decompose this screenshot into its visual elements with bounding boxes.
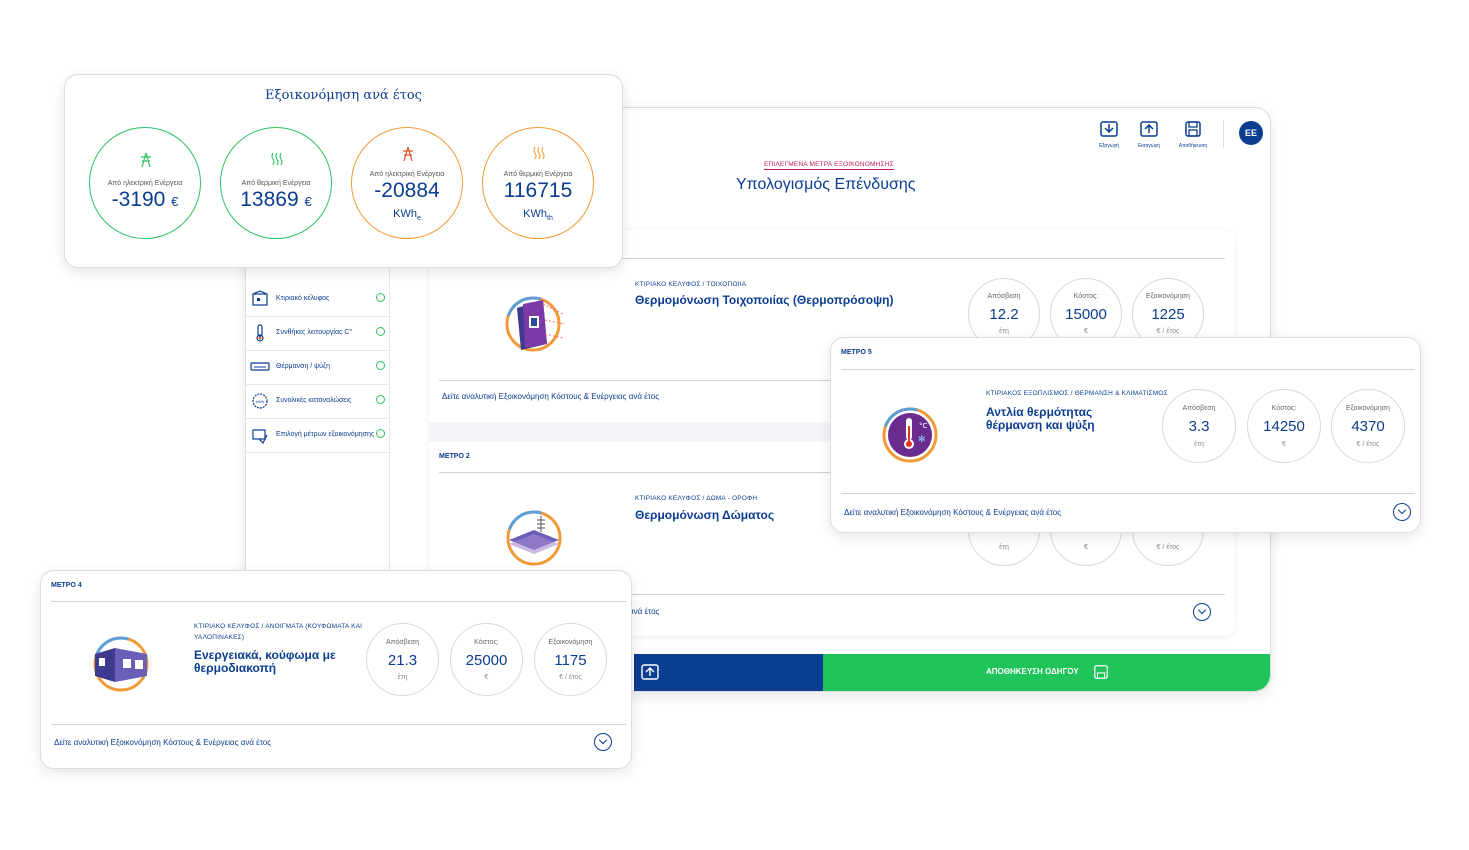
import-button[interactable]: Εισαγωγή <box>1136 120 1162 150</box>
sidebar-item-select-measures[interactable]: Επιλογή μέτρων εξοικονόμησης <box>246 419 388 453</box>
page-title: Υπολογισμός Επένδυσης <box>736 176 916 193</box>
measure-5-title-line-2: θέρμανση και ψύξη <box>986 418 1095 432</box>
import-label: Εισαγωγή <box>1137 143 1161 149</box>
measure-5-title-line-1: Αντλία θερμότητας <box>986 405 1093 419</box>
measure-5-savings: Εξοικονόμηση 4370 € / έτος <box>1331 389 1405 463</box>
savings-thermal-kwh: Από θερμική Ενέργεια 116715 KWhth <box>482 127 594 239</box>
divider <box>439 258 1225 259</box>
svg-text:°C: °C <box>919 422 928 430</box>
measure-2-title: Θερμομόνωση Δώματος <box>635 508 775 522</box>
measure-4-cost: Κόστος: 25000 € <box>450 623 523 696</box>
measure-2-detail-link[interactable]: ανά έτος <box>629 607 660 616</box>
measure-4-payback: Απόσβεση 21.3 έτη <box>366 623 439 696</box>
svg-text:✻: ✻ <box>918 435 926 445</box>
download-icon <box>1100 121 1118 137</box>
measure-2-breadcrumb: ΚΤΙΡΙΑΚΟ ΚΕΛΥΦΟΣ / ΔΩΜΑ - ΟΡΟΦΗ <box>635 495 758 502</box>
divider <box>439 594 1225 595</box>
savings-card: Εξοικονόμηση ανά έτος Από ηλεκτρική Ενέρ… <box>64 74 623 268</box>
sidebar-item-label: Θέρμανση / ψύξη <box>276 363 331 370</box>
power-tower-icon <box>141 152 151 168</box>
air-conditioner-icon <box>250 362 270 371</box>
measure-4-label: ΜΕΤΡΟ 4 <box>51 582 82 589</box>
upload-icon <box>641 664 659 680</box>
sidebar-item-operating-conditions[interactable]: Συνθήκες λειτουργίας C° <box>246 317 388 351</box>
chevron-down-icon[interactable] <box>594 733 612 751</box>
measure-1-payback: Απόσβεση 12.2 έτη <box>968 278 1040 350</box>
measure-5-label: ΜΕΤΡΟ 5 <box>841 349 872 356</box>
sidebar-item-label: Κτιριακό κέλυφος <box>276 295 330 302</box>
check-icon <box>376 395 385 404</box>
sidebar-item-heating-cooling[interactable]: Θέρμανση / ψύξη <box>246 351 388 385</box>
power-tower-icon <box>403 146 413 162</box>
measure-4-title-line-2: θερμοδιακοπή <box>194 661 277 675</box>
divider <box>841 493 1415 494</box>
save-icon <box>1185 121 1201 137</box>
savings-electric-eur: Από ηλεκτρική Ενέργεια -3190 € <box>89 127 201 239</box>
measure-2-label: ΜΕΤΡΟ 2 <box>439 453 470 460</box>
export-button[interactable]: Εξαγωγή <box>1096 120 1122 150</box>
divider <box>841 369 1415 370</box>
measure-1-breadcrumb: ΚΤΙΡΙΑΚΟ ΚΕΛΥΦΟΣ / ΤΟΙΧΟΠΟΙΙΑ <box>635 281 747 288</box>
page-subtitle: ΕΠΙΛΕΓΜΕΝΑ ΜΕΤΡΑ ΕΞΟΙΚΟΝΟΜΗΣΗΣ <box>764 161 894 170</box>
save-icon <box>1094 665 1108 679</box>
heat-pump-icon: °C ✻ <box>882 407 938 463</box>
measure-1-detail-link[interactable]: Δείτε αναλυτική Εξοικονόμηση Κόστους & Ε… <box>442 392 660 401</box>
check-icon <box>376 293 385 302</box>
sidebar-item-label: Επιλογή μέτρων εξοικονόμησης <box>276 431 375 438</box>
measure-5-breadcrumb: ΚΤΙΡΙΑΚΟΣ ΕΞΟΠΛΙΣΜΟΣ / ΘΕΡΜΑΝΣΗ & ΚΛΙΜΑΤ… <box>986 390 1168 397</box>
thermometer-icon <box>256 324 264 342</box>
measure-4-title-line-1: Ενεργειακά, κούφωμα με <box>194 648 336 662</box>
svg-text:kWh: kWh <box>256 399 264 404</box>
measure-5-card: ΜΕΤΡΟ 5 °C ✻ ΚΤΙΡΙΑΚΟΣ ΕΞΟΠΛΙΣΜΟΣ / ΘΕΡΜ… <box>830 337 1421 533</box>
sidebar: Κτιριακό κέλυφος Συνθήκες λειτουργίας C°… <box>246 253 390 691</box>
export-label: Εξαγωγή <box>1098 143 1119 149</box>
wall-insulation-icon <box>505 296 566 352</box>
check-icon <box>376 361 385 370</box>
measure-4-card: ΜΕΤΡΟ 4 ΚΤΙΡΙΑΚΟ ΚΕΛΥΦΟΣ / ΑΝΟΙΓΜΑΤΑ (ΚΟ… <box>40 570 632 769</box>
measure-4-breadcrumb-line-1: ΚΤΙΡΙΑΚΟ ΚΕΛΥΦΟΣ / ΑΝΟΙΓΜΑΤΑ (ΚΟΥΦΩΜΑΤΑ … <box>194 623 363 630</box>
measure-1-title: Θερμομόνωση Τοιχοποιίας (Θερμοπρόσοψη) <box>635 293 894 307</box>
window-frames-icon <box>93 636 149 692</box>
measure-5-payback: Απόσβεση 3.3 έτη <box>1162 389 1236 463</box>
savings-thermal-eur: Από θερμική Ενέργεια 13869 € <box>220 127 332 239</box>
measure-4-breadcrumb-line-2: ΥΑΛΟΠΙΝΑΚΕΣ) <box>194 634 245 641</box>
divider <box>51 601 626 602</box>
measure-1-cost: Κόστος: 15000 € <box>1050 278 1122 350</box>
chevron-down-icon[interactable] <box>1393 503 1411 521</box>
kwh-meter-icon: kWh <box>252 393 268 409</box>
export-bottom-button[interactable] <box>634 654 823 691</box>
sidebar-item-building-envelope[interactable]: Κτιριακό κέλυφος <box>246 283 388 317</box>
upload-icon <box>1140 121 1158 137</box>
measure-5-detail-link[interactable]: Δείτε αναλυτική Εξοικονόμηση Κόστους & Ε… <box>844 508 1062 517</box>
save-button[interactable]: Αποθήκευση <box>1178 120 1208 150</box>
avatar[interactable]: EE <box>1239 121 1263 145</box>
measure-5-cost: Κόστος: 14250 € <box>1247 389 1321 463</box>
chevron-down-icon[interactable] <box>1193 603 1211 621</box>
roof-insulation-icon <box>506 510 562 566</box>
savings-title: Εξοικονόμηση ανά έτος <box>265 88 422 103</box>
check-icon <box>376 327 385 336</box>
heat-waves-icon <box>271 152 283 166</box>
building-icon <box>252 290 268 306</box>
measures-icon <box>252 429 268 445</box>
save-guide-label: ΑΠΟΘΗΚΕΥΣΗ ΟΔΗΓΟΥ <box>986 667 1079 676</box>
measure-4-savings: Εξοικονόμηση 1175 € / έτος <box>534 623 607 696</box>
save-guide-button[interactable]: ΑΠΟΘΗΚΕΥΣΗ ΟΔΗΓΟΥ <box>823 654 1270 691</box>
savings-electric-kwh: Από ηλεκτρική Ενέργεια -20884 KWhe <box>351 127 463 239</box>
sidebar-item-label: Συνολικές καταναλώσεις <box>276 397 352 404</box>
measure-4-detail-link[interactable]: Δείτε αναλυτική Εξοικονόμηση Κόστους & Ε… <box>54 738 272 747</box>
sidebar-item-label: Συνθήκες λειτουργίας C° <box>276 329 353 336</box>
toolbar-divider <box>1223 120 1224 148</box>
save-label: Αποθήκευση <box>1178 143 1208 149</box>
sidebar-item-total-consumption[interactable]: kWh Συνολικές καταναλώσεις <box>246 385 388 419</box>
check-icon <box>376 429 385 438</box>
heat-waves-icon <box>533 146 545 160</box>
divider <box>51 724 626 725</box>
